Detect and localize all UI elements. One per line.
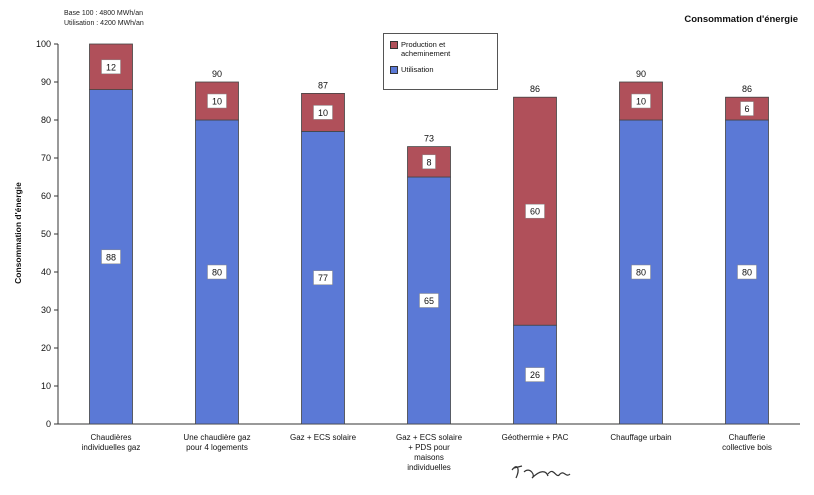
x-tick-label-line: individuelles gaz [81, 443, 141, 452]
y-tick-label: 60 [41, 191, 51, 201]
data-label-value: 10 [636, 97, 646, 107]
legend-label-production: Production et acheminement [401, 40, 450, 58]
x-tick-label-line: collective bois [722, 443, 772, 452]
y-tick-label: 90 [41, 77, 51, 87]
data-label-value: 12 [106, 62, 116, 72]
legend-swatch-utilisation [390, 66, 398, 74]
x-tick-label-line: pour 4 logements [186, 443, 248, 452]
legend-swatch-production [390, 41, 398, 49]
x-tick-label: Chaudières individuelles gaz [67, 433, 155, 453]
usage-line: Utilisation : 4200 MWh/an [64, 20, 144, 27]
x-tick-label: Gaz + ECS solaire + PDS pour maisons indivi… [385, 433, 473, 473]
legend-item-production: Production et acheminement [390, 40, 450, 58]
x-tick-label-line: Chaudières [90, 433, 132, 442]
data-label-value: 26 [530, 370, 540, 380]
data-label-value: 65 [424, 296, 434, 306]
data-label-value: 88 [106, 252, 116, 262]
chart-bars [89, 43, 769, 425]
data-label-value: 8 [426, 157, 431, 167]
data-label-box [419, 293, 439, 308]
data-label-value: 10 [318, 108, 328, 118]
data-label-box [101, 249, 121, 265]
chart-axes: 0 10 20 30 40 50 60 70 80 90 100 [36, 39, 800, 429]
x-tick-label-line: Géothermie + PAC [501, 433, 569, 442]
y-axis-label: Consommation d'énergie [13, 182, 23, 284]
x-tick-label-line: individuelles [407, 463, 451, 472]
base-line: Base 100 : 4800 MWh/an [64, 10, 143, 17]
data-label-box [525, 367, 545, 382]
data-label-value: 77 [318, 273, 328, 283]
data-label-box [631, 264, 651, 280]
data-label-value: 6 [744, 104, 749, 114]
bar-total-label: 86 [742, 84, 752, 94]
data-label-box [740, 101, 754, 116]
data-label-box [422, 154, 436, 170]
x-tick-label: Chaufferie collective bois [703, 433, 791, 453]
legend-item-utilisation: Utilisation [390, 65, 434, 74]
y-tick-label: 100 [36, 39, 51, 49]
data-label-box [207, 264, 227, 280]
y-tick-label: 70 [41, 153, 51, 163]
y-tick-label: 0 [46, 419, 51, 429]
x-tick-label: Gaz + ECS solaire [279, 433, 367, 443]
x-tick-label-line: Une chaudière gaz [183, 433, 251, 442]
x-tick-label-line: Gaz + ECS solaire [395, 433, 463, 442]
data-label-box [631, 93, 651, 109]
legend: Production et acheminement Utilisation [383, 33, 498, 90]
legend-label-utilisation: Utilisation [401, 65, 434, 74]
x-tick-label-line: Chaufferie [728, 433, 766, 442]
signature-mark [511, 465, 571, 479]
bar-total-label: 73 [424, 134, 434, 144]
data-label-value: 60 [530, 207, 540, 217]
data-label-box [207, 93, 227, 109]
y-tick-label: 80 [41, 115, 51, 125]
bar-total-label: 90 [636, 69, 646, 79]
x-tick-label: Géothermie + PAC [491, 433, 579, 443]
bar-total-label: 90 [212, 69, 222, 79]
legend-label-production-line1: Production et [401, 40, 446, 49]
bar-segment-utilisation [407, 176, 451, 425]
x-tick-label-line: Chauffage urbain [610, 433, 672, 442]
data-label-value: 10 [212, 97, 222, 107]
bar-segment-production [619, 81, 663, 121]
data-label-box [525, 203, 545, 219]
chart-data-labels: 88 12 80 10 90 77 10 87 65 8 73 26 60 86 80 10 90 80 6 86 [101, 59, 757, 382]
bar-total-label: 87 [318, 80, 328, 90]
x-tick-label-line: maisons [414, 453, 444, 462]
data-label-box [313, 270, 333, 285]
y-tick-label: 20 [41, 343, 51, 353]
data-label-value: 80 [742, 268, 752, 278]
legend-label-production-line2: acheminement [401, 49, 451, 58]
y-tick-label: 30 [41, 305, 51, 315]
chart-title: Consommation d'énergie [684, 14, 798, 25]
y-tick-label: 50 [41, 229, 51, 239]
x-tick-label: Une chaudière gaz pour 4 logements [173, 433, 261, 453]
bar-total-label: 86 [530, 84, 540, 94]
x-tick-label: Chauffage urbain [597, 433, 685, 443]
data-label-box [101, 59, 121, 75]
y-tick-label: 40 [41, 267, 51, 277]
base-note: Base 100 : 4800 MWh/an Utilisation : 420… [64, 9, 144, 29]
data-label-box [313, 105, 333, 120]
x-tick-label-line: + PDS pour [408, 443, 450, 452]
y-tick-label: 10 [41, 381, 51, 391]
data-label-value: 80 [212, 268, 222, 278]
data-label-value: 80 [636, 268, 646, 278]
data-label-box [737, 264, 757, 280]
x-tick-label-line: Gaz + ECS solaire [289, 433, 357, 442]
